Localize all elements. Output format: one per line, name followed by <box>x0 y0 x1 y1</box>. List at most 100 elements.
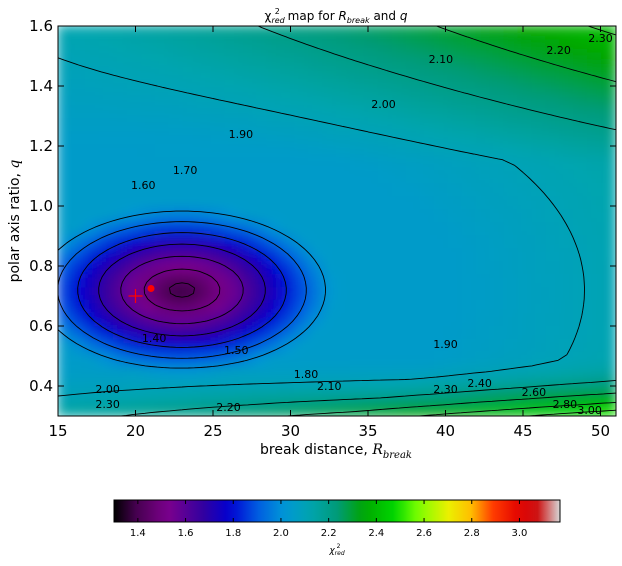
contour-label: 2.30 <box>588 32 613 45</box>
heatmap-cell <box>98 298 115 313</box>
heatmap-cell <box>587 337 603 352</box>
heatmap-cell <box>238 324 255 339</box>
heatmap-cell <box>363 259 380 274</box>
heatmap-cell <box>58 337 73 352</box>
heatmap-cell <box>71 389 87 404</box>
heatmap-cell <box>447 298 464 313</box>
contour-label: 2.80 <box>553 398 578 411</box>
heatmap-cell <box>252 142 269 157</box>
heatmap-cell <box>377 142 394 157</box>
heatmap-cell <box>503 246 520 261</box>
heatmap-cell <box>168 194 185 209</box>
heatmap-cell <box>294 285 310 300</box>
x-tick-label: 40 <box>436 422 455 440</box>
heatmap-cell <box>266 168 283 183</box>
heatmap-cell <box>447 324 464 339</box>
heatmap-cell <box>587 207 603 222</box>
heatmap-cell <box>461 64 478 79</box>
heatmap-cell <box>573 116 589 131</box>
heatmap-cell <box>433 363 450 378</box>
heatmap-cell <box>503 337 520 352</box>
heatmap-cell <box>545 272 562 287</box>
heatmap-cell <box>154 402 171 416</box>
heatmap-cell <box>210 350 227 365</box>
heatmap-cell <box>489 272 506 287</box>
heatmap-cell <box>531 337 548 352</box>
heatmap-cell <box>224 272 241 287</box>
heatmap-cell <box>294 311 310 326</box>
contour-line <box>58 221 307 359</box>
heatmap-cell <box>126 207 143 222</box>
heatmap-cell <box>475 376 492 391</box>
heatmap-cell <box>433 77 450 92</box>
heatmap-cell <box>349 363 366 378</box>
heatmap-cell <box>126 311 143 326</box>
heatmap-cell <box>475 181 492 196</box>
heatmap-cell <box>461 103 478 118</box>
heatmap-cell <box>489 142 506 157</box>
colorbar: 1.4 1.6 1.8 2.0 2.2 2.4 2.6 2.8 3.0 χred2 <box>113 499 561 557</box>
heatmap-cell <box>294 142 310 157</box>
heatmap-cell <box>405 129 422 144</box>
heatmap-cell <box>433 129 450 144</box>
heatmap-cell <box>503 350 520 365</box>
heatmap-cell <box>503 298 520 313</box>
heatmap-cell <box>71 155 87 170</box>
heatmap-cell <box>559 51 576 66</box>
heatmap-cell <box>308 402 324 416</box>
heatmap-cell <box>182 207 199 222</box>
contour-label: 1.90 <box>433 338 458 351</box>
heatmap-cell <box>405 324 422 339</box>
heatmap-cell <box>363 220 380 235</box>
heatmap-cell <box>461 311 478 326</box>
heatmap-cell <box>308 376 324 391</box>
title-q: q <box>400 9 408 23</box>
heatmap-cell <box>224 181 241 196</box>
heatmap-cell <box>238 168 255 183</box>
heatmap-cell <box>545 233 562 248</box>
heatmap-cell <box>168 116 185 131</box>
heatmap-cell <box>112 116 129 131</box>
heatmap-cell <box>419 168 436 183</box>
heatmap-cell <box>252 311 269 326</box>
heatmap-cell <box>503 116 520 131</box>
heatmap-cell <box>447 64 464 79</box>
y-tick-label: 1.6 <box>29 17 53 35</box>
heatmap-cell <box>405 142 422 157</box>
heatmap-cell <box>168 103 185 118</box>
heatmap-cell <box>154 64 171 79</box>
heatmap-cell <box>447 337 464 352</box>
heatmap-cell <box>154 142 171 157</box>
heatmap-cell <box>196 38 213 53</box>
heatmap-cell <box>433 90 450 105</box>
heatmap-cell <box>573 350 589 365</box>
heatmap-cell <box>545 402 562 416</box>
heatmap-cell <box>475 324 492 339</box>
heatmap-cell <box>503 168 520 183</box>
heatmap-cell <box>336 402 352 416</box>
heatmap-cell <box>154 272 171 287</box>
heatmap-cell <box>252 51 269 66</box>
contour-label: 2.00 <box>371 98 396 111</box>
heatmap-cell <box>182 181 199 196</box>
heatmap-cell <box>280 64 297 79</box>
heatmap-cell <box>182 363 199 378</box>
heatmap-cell <box>517 311 534 326</box>
heatmap-cell <box>84 168 101 183</box>
heatmap-cell <box>71 129 87 144</box>
heatmap-cell <box>349 220 366 235</box>
heatmap-cell <box>168 246 185 261</box>
heatmap-cell <box>517 77 534 92</box>
heatmap-cell <box>601 103 616 118</box>
heatmap-cell <box>112 129 129 144</box>
heatmap-cell <box>363 168 380 183</box>
heatmap-cell <box>98 194 115 209</box>
heatmap-cell <box>545 116 562 131</box>
heatmap-cell <box>210 103 227 118</box>
heatmap-cell <box>433 324 450 339</box>
heatmap-cell <box>559 181 576 196</box>
heatmap-cell <box>58 155 73 170</box>
heatmap-cell <box>322 26 338 40</box>
heatmap-cell <box>601 298 616 313</box>
heatmap-cell <box>363 337 380 352</box>
